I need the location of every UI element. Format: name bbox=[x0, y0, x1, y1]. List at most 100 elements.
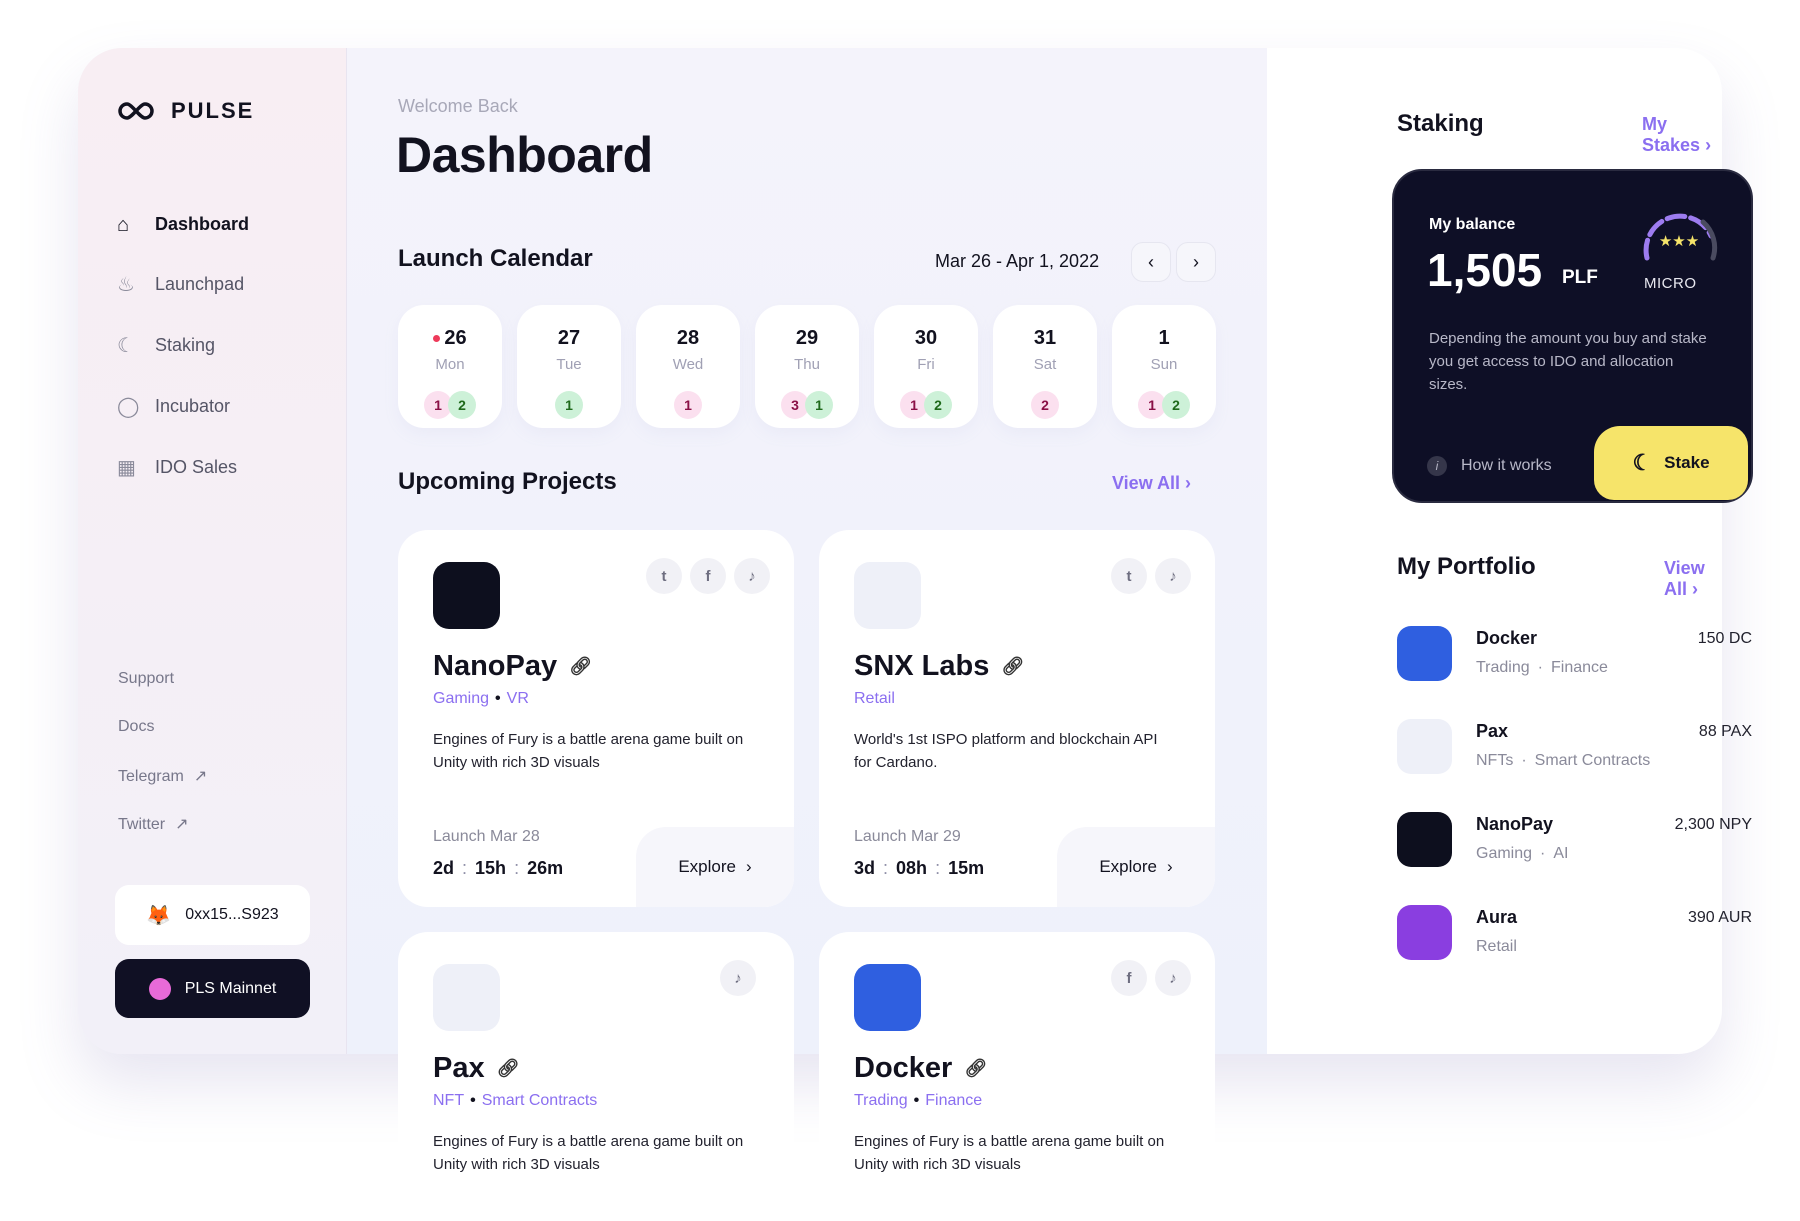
nanopay-logo-icon bbox=[1397, 812, 1452, 867]
sidebar-item-launchpad[interactable]: ♨ Launchpad bbox=[117, 274, 244, 295]
calendar-day[interactable]: 29 Thu 3 1 bbox=[755, 305, 859, 428]
calendar-day[interactable]: 26 Mon 1 2 bbox=[398, 305, 502, 428]
sidebar-link-docs[interactable]: Docs bbox=[118, 718, 154, 736]
portfolio-item[interactable]: Aura Retail 390 AUR bbox=[1397, 905, 1752, 960]
tier-gauge-icon: ★★★ bbox=[1643, 213, 1718, 261]
balance-value: 1,505 bbox=[1427, 244, 1543, 296]
portfolio-name: Aura bbox=[1476, 907, 1518, 927]
sidebar-item-label: Launchpad bbox=[155, 274, 245, 294]
project-tag[interactable]: Gaming bbox=[433, 690, 490, 707]
day-number-row: 28 bbox=[636, 327, 740, 350]
stake-button[interactable]: ☾ Stake bbox=[1594, 426, 1748, 500]
tiktok-icon[interactable]: ♪ bbox=[1155, 558, 1191, 594]
project-tag[interactable]: Trading bbox=[854, 1092, 908, 1109]
calendar-day[interactable]: 30 Fri 1 2 bbox=[874, 305, 978, 428]
tiktok-icon[interactable]: ♪ bbox=[734, 558, 770, 594]
sidebar-link-telegram[interactable]: Telegram ↗ bbox=[118, 766, 207, 786]
explore-button[interactable]: Explore › bbox=[1057, 827, 1215, 907]
staking-title: Staking bbox=[1397, 110, 1484, 137]
facebook-icon[interactable]: f bbox=[1111, 960, 1147, 996]
project-tag[interactable]: VR bbox=[506, 690, 529, 707]
view-all-label: View All bbox=[1112, 473, 1181, 493]
next-week-button[interactable]: › bbox=[1176, 242, 1216, 282]
sidebar-link-support[interactable]: Support bbox=[118, 670, 174, 688]
day-weekday: Tue bbox=[556, 356, 582, 373]
sidebar-item-staking[interactable]: ☾ Staking bbox=[117, 335, 215, 356]
twitter-icon[interactable]: t bbox=[1111, 558, 1147, 594]
portfolio-text: Pax NFTs · Smart Contracts bbox=[1476, 719, 1699, 774]
link-icon[interactable]: 🔗︎ bbox=[964, 1058, 988, 1078]
sidebar-link-twitter[interactable]: Twitter ↗ bbox=[118, 814, 189, 834]
pax-logo-icon bbox=[1397, 719, 1452, 774]
project-tag[interactable]: Finance bbox=[925, 1092, 983, 1109]
portfolio-item[interactable]: NanoPay Gaming · AI 2,300 NPY bbox=[1397, 812, 1752, 867]
prev-week-button[interactable]: ‹ bbox=[1131, 242, 1171, 282]
day-weekday: Sat bbox=[1033, 356, 1057, 373]
right-panel: Staking My Stakes › My balance 1,505 PLF… bbox=[1267, 48, 1753, 1054]
logo[interactable]: PULSE bbox=[117, 98, 254, 124]
launch-date: Launch Mar 29 bbox=[854, 828, 961, 845]
sidebar-item-label: IDO Sales bbox=[155, 457, 238, 477]
network-button[interactable]: PLS Mainnet bbox=[115, 959, 310, 1018]
wallet-address: 0xx15...S923 bbox=[185, 906, 279, 923]
portfolio-amount: 2,300 NPY bbox=[1674, 816, 1752, 833]
portfolio-item[interactable]: Pax NFTs · Smart Contracts 88 PAX bbox=[1397, 719, 1752, 774]
day-weekday: Fri bbox=[917, 356, 935, 373]
portfolio-text: Aura Retail bbox=[1476, 905, 1688, 960]
info-icon: i bbox=[1427, 456, 1447, 476]
chevron-right-icon: › bbox=[745, 857, 752, 876]
link-icon[interactable]: 🔗︎ bbox=[569, 656, 592, 676]
project-name-row: Docker 🔗︎ bbox=[854, 1052, 987, 1085]
facebook-icon[interactable]: f bbox=[690, 558, 726, 594]
portfolio-name: NanoPay bbox=[1476, 814, 1554, 834]
project-name[interactable]: NanoPay bbox=[433, 650, 558, 682]
calendar-day[interactable]: 27 Tue 1 bbox=[517, 305, 621, 428]
link-icon[interactable]: 🔗︎ bbox=[1001, 656, 1025, 676]
tiktok-icon[interactable]: ♪ bbox=[720, 960, 756, 996]
link-icon[interactable]: 🔗︎ bbox=[496, 1058, 520, 1078]
docker-logo-icon bbox=[854, 964, 921, 1031]
app-window: PULSE ⌂ Dashboard ♨ Launchpad ☾ Staking ◯ Incub… bbox=[78, 48, 1753, 1220]
calendar-day[interactable]: 31 Sat 2 bbox=[993, 305, 1097, 428]
portfolio-view-all-link[interactable]: View All › bbox=[1664, 558, 1722, 600]
day-number: 27 bbox=[557, 327, 581, 349]
calendar-day[interactable]: 1 Sun 1 2 bbox=[1112, 305, 1216, 428]
sidebar-item-ido-sales[interactable]: ▦ IDO Sales bbox=[117, 457, 237, 478]
twitter-icon[interactable]: t bbox=[646, 558, 682, 594]
countdown-separator: : bbox=[462, 858, 468, 878]
project-tag[interactable]: Smart Contracts bbox=[481, 1092, 598, 1109]
portfolio-amount: 150 DC bbox=[1697, 630, 1752, 647]
link-label: Twitter bbox=[118, 816, 166, 833]
calendar-day[interactable]: 28 Wed 1 bbox=[636, 305, 740, 428]
portfolio-item[interactable]: Docker Trading · Finance 150 DC bbox=[1397, 626, 1752, 681]
project-name-row: Pax 🔗︎ bbox=[433, 1052, 519, 1085]
balance-label: My balance bbox=[1429, 216, 1516, 233]
sidebar-item-dashboard[interactable]: ⌂ Dashboard bbox=[117, 214, 249, 235]
external-arrow-icon: ↗ bbox=[193, 768, 208, 785]
social-links: f ♪ bbox=[1111, 960, 1191, 996]
project-tag[interactable]: NFT bbox=[433, 1092, 465, 1109]
green-count-badge: 1 bbox=[555, 391, 583, 419]
projects-view-all-link[interactable]: View All › bbox=[1112, 473, 1191, 494]
wallet-button[interactable]: 🦊 0xx15...S923 bbox=[115, 885, 310, 945]
how-it-works-link[interactable]: i How it works bbox=[1427, 456, 1552, 476]
pink-count-badge: 1 bbox=[674, 391, 702, 419]
explore-button[interactable]: Explore › bbox=[636, 827, 794, 907]
project-tag[interactable]: Retail bbox=[854, 690, 895, 707]
day-number-row: 29 bbox=[755, 327, 859, 350]
moon-icon: ☾ bbox=[117, 334, 135, 357]
tiktok-icon[interactable]: ♪ bbox=[1155, 960, 1191, 996]
day-weekday: Sun bbox=[1150, 356, 1178, 373]
link-label: Support bbox=[118, 670, 175, 687]
sidebar-item-incubator[interactable]: ◯ Incubator bbox=[117, 396, 230, 417]
project-name[interactable]: Docker bbox=[854, 1052, 953, 1084]
project-tags: Gaming • VR bbox=[433, 690, 529, 708]
project-name[interactable]: SNX Labs bbox=[854, 650, 990, 682]
project-name[interactable]: Pax bbox=[433, 1052, 485, 1084]
chevron-right-icon: › bbox=[1193, 251, 1199, 272]
welcome-text: Welcome Back bbox=[398, 96, 518, 116]
explore-label: Explore bbox=[678, 857, 736, 876]
my-stakes-link[interactable]: My Stakes › bbox=[1642, 114, 1722, 156]
launch-date: Launch Mar 28 bbox=[433, 828, 540, 845]
